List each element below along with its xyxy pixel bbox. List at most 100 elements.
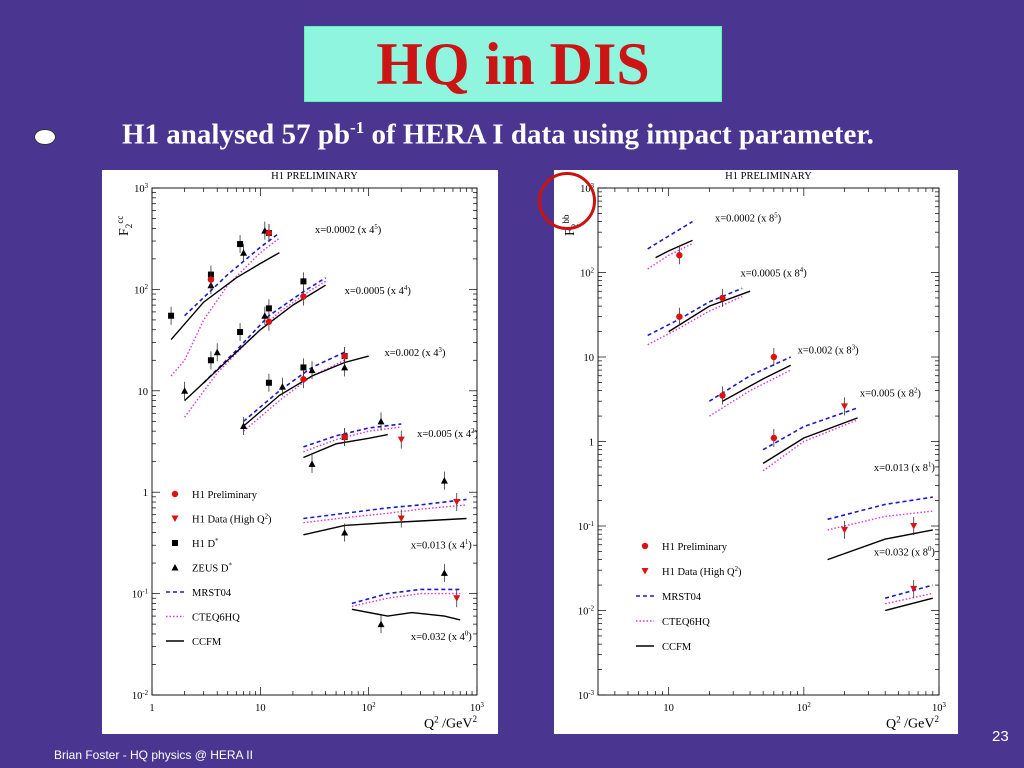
chart0-point-zeus_dstar xyxy=(440,569,448,576)
chart0-point-h1_preliminary xyxy=(207,276,215,283)
chart1-frame xyxy=(597,187,940,696)
chart0-point-h1_data_high_q2 xyxy=(453,499,461,506)
chart1-curve-ccfm xyxy=(722,364,792,402)
chart1-curve-mrst04 xyxy=(647,287,743,337)
chart1-legend-label-h1_data_high_q2: H1 Data (High Q2) xyxy=(662,566,742,578)
chart1-bin-1: x=0.0005 (x 84) xyxy=(647,267,807,346)
chart1-ytick-label: 1 xyxy=(589,438,594,449)
chart0-bin-4: x=0.013 (x 41) xyxy=(303,471,472,551)
chart0-header: H1 PRELIMINARY xyxy=(271,171,358,182)
chart0-bin-0: x=0.0002 (x 45) xyxy=(168,221,382,377)
chart1-curve-ccfm xyxy=(655,239,693,259)
chart0-point-zeus_dstar xyxy=(308,460,316,467)
chart1-point-h1_preliminary xyxy=(770,434,778,442)
chart0-point-h1_dstar xyxy=(237,241,244,248)
chart-panel-charm: H1 PRELIMINARY 103 102 10 1 10-1 10-2 1 10 102 103… xyxy=(102,170,498,734)
slide-title: HQ in DIS xyxy=(376,31,650,97)
chart0-ytick-label: 10-2 xyxy=(132,690,149,702)
chart1-legend-swatch-h1_data_high_q2 xyxy=(641,568,649,575)
chart0-point-h1_dstar xyxy=(300,278,307,285)
chart1-point-h1_data_high_q2 xyxy=(910,523,918,530)
chart1-legend-swatch-h1_preliminary xyxy=(641,542,649,550)
chart1-curve-mrst04 xyxy=(647,220,693,250)
bullet-icon xyxy=(34,129,56,145)
chart0-bin-label: x=0.002 (x 43) xyxy=(384,347,445,359)
chart0-xtick-label: 102 xyxy=(362,702,377,714)
page-number: 23 xyxy=(992,728,1009,745)
chart0-curve-mrst04 xyxy=(303,423,402,448)
chart0-ytick-label: 103 xyxy=(134,183,149,195)
chart1-point-h1_preliminary xyxy=(770,353,778,361)
chart0-bin-1: x=0.0005 (x 44) xyxy=(181,272,411,418)
chart1-curve-ccfm xyxy=(827,529,933,561)
chart0-legend-label-mrst04: MRST04 xyxy=(192,588,232,599)
chart0-point-zeus_dstar xyxy=(240,249,248,256)
chart0-legend-label-h1_dstar: H1 D* xyxy=(192,538,219,550)
chart0-curve-cteq6hq xyxy=(170,237,280,377)
chart0-point-zeus_dstar xyxy=(181,387,189,394)
chart-panel-beauty: H1 PRELIMINARY 103 102 10 1 10-1 10-2 10-3 10 102… xyxy=(554,170,958,734)
chart1-ytick-label: 10-3 xyxy=(578,690,595,702)
chart0-point-h1_preliminary xyxy=(300,293,307,300)
chart0-xlabel: Q2 /GeV2 xyxy=(424,714,478,732)
chart0-point-zeus_dstar xyxy=(213,348,221,356)
chart1-point-h1_data_high_q2 xyxy=(910,585,918,593)
chart0-curve-ccfm xyxy=(184,284,326,402)
chart0-curve-cteq6hq xyxy=(303,504,467,524)
chart0-point-h1_preliminary xyxy=(341,352,348,360)
chart1-bin-3: x=0.005 (x 82) xyxy=(762,387,921,472)
chart1-bin-2: x=0.002 (x 83) xyxy=(708,344,859,417)
chart0-xtick-label: 10 xyxy=(255,703,265,714)
chart1-bin-label: x=0.002 (x 83) xyxy=(798,344,859,356)
chart1-curve-cteq6hq xyxy=(885,592,933,605)
chart0-ytick-label: 10-1 xyxy=(132,588,148,600)
chart0-legend-label-cteq6hq: CTEQ6HQ xyxy=(192,613,240,624)
chart1-bin-label: x=0.013 (x 81) xyxy=(874,462,935,474)
chart0-curve-ccfm xyxy=(303,433,388,459)
chart1-ytick-label: 10 xyxy=(584,353,595,364)
chart0-legend: H1 Preliminary H1 Data (High Q2) H1 D* ZEUS… xyxy=(166,490,272,648)
chart0-bin-label: x=0.005 (x 42) xyxy=(417,428,478,440)
chart1-legend-label-h1_preliminary: H1 Preliminary xyxy=(662,542,728,553)
chart0-xtick-label: 1 xyxy=(149,703,154,714)
chart0-ylabel: F2cc xyxy=(115,216,134,236)
bullet-text: H1 analysed 57 pb-1 of HERA I data using… xyxy=(122,118,874,152)
chart0-point-h1_dstar xyxy=(300,364,307,371)
chart1-xtick-label: 103 xyxy=(932,702,947,714)
chart0-point-zeus_dstar xyxy=(308,366,316,374)
chart0-bin-5: x=0.032 (x 40) xyxy=(351,563,472,643)
chart0-bin-label: x=0.013 (x 41) xyxy=(411,539,472,551)
chart1-ytick-label: 102 xyxy=(580,267,595,279)
chart0-bin-label: x=0.0002 (x 45) xyxy=(315,224,382,236)
chart0-point-zeus_dstar xyxy=(261,312,269,319)
chart0-point-zeus_dstar xyxy=(341,363,349,371)
chart1-curve-cteq6hq xyxy=(647,242,693,270)
footer-text: Brian Foster - HQ physics @ HERA II xyxy=(54,748,253,762)
chart1-bin-4: x=0.013 (x 81) xyxy=(827,462,935,561)
chart0-curve-mrst04 xyxy=(184,232,280,317)
chart0-point-h1_dstar xyxy=(207,357,214,364)
chart1-xtick-label: 10 xyxy=(663,703,674,714)
chart0-ytick-label: 10 xyxy=(138,387,149,398)
chart1-point-h1_preliminary xyxy=(719,392,726,399)
chart0-ytick-label: 1 xyxy=(143,488,148,499)
chart1-legend: H1 Preliminary H1 Data (High Q2) MRST04 CTE… xyxy=(636,542,742,653)
chart0-legend-swatch-h1_preliminary xyxy=(171,490,179,498)
chart1-curve-ccfm xyxy=(668,290,751,333)
chart1-curve-cteq6hq xyxy=(827,510,933,531)
chart1-point-h1_preliminary xyxy=(676,252,683,259)
chart0-point-h1_data_high_q2 xyxy=(397,436,405,444)
chart0-curve-cteq6hq xyxy=(184,280,326,418)
chart1-legend-label-cteq6hq: CTEQ6HQ xyxy=(662,617,710,628)
chart0-point-h1_dstar xyxy=(265,379,272,386)
chart0-curve-mrst04 xyxy=(303,498,467,520)
chart0-curve-ccfm xyxy=(303,517,467,536)
chart0-legend-swatch-h1_data_high_q2 xyxy=(171,515,179,522)
chart0-point-h1_data_high_q2 xyxy=(397,515,405,523)
chart1-ytick-label: 10-2 xyxy=(578,605,595,617)
chart1-curve-mrst04 xyxy=(762,407,858,451)
chart0-curve-ccfm xyxy=(170,252,280,341)
chart1-curve-cteq6hq xyxy=(762,419,858,472)
chart0-curve-cteq6hq xyxy=(351,592,461,607)
